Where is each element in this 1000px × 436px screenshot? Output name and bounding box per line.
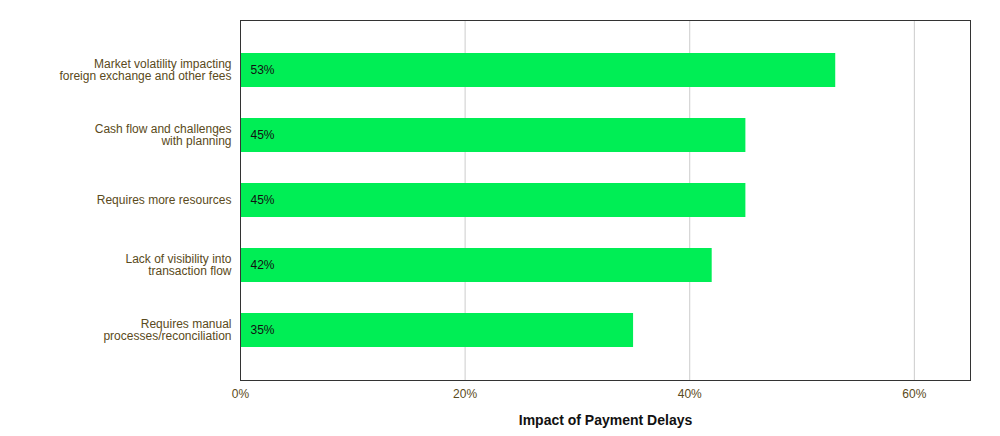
svg-text:0%: 0% bbox=[232, 387, 250, 401]
svg-text:60%: 60% bbox=[902, 387, 926, 401]
svg-text:42%: 42% bbox=[251, 258, 275, 272]
svg-text:Requires manualprocesses/recon: Requires manualprocesses/reconciliation bbox=[103, 317, 231, 343]
svg-text:40%: 40% bbox=[678, 387, 702, 401]
svg-text:45%: 45% bbox=[251, 193, 275, 207]
svg-text:Lack of visibility intotransac: Lack of visibility intotransaction flow bbox=[125, 252, 231, 278]
svg-text:35%: 35% bbox=[251, 323, 275, 337]
svg-text:Requires more resources: Requires more resources bbox=[97, 193, 232, 207]
svg-text:45%: 45% bbox=[251, 128, 275, 142]
svg-text:20%: 20% bbox=[453, 387, 477, 401]
svg-text:Market volatility impactingfor: Market volatility impactingforeign excha… bbox=[59, 57, 231, 83]
svg-text:Cash flow and challengeswith p: Cash flow and challengeswith planning bbox=[95, 122, 232, 148]
svg-text:53%: 53% bbox=[251, 63, 275, 77]
svg-text:Impact of Payment Delays: Impact of Payment Delays bbox=[519, 412, 693, 428]
